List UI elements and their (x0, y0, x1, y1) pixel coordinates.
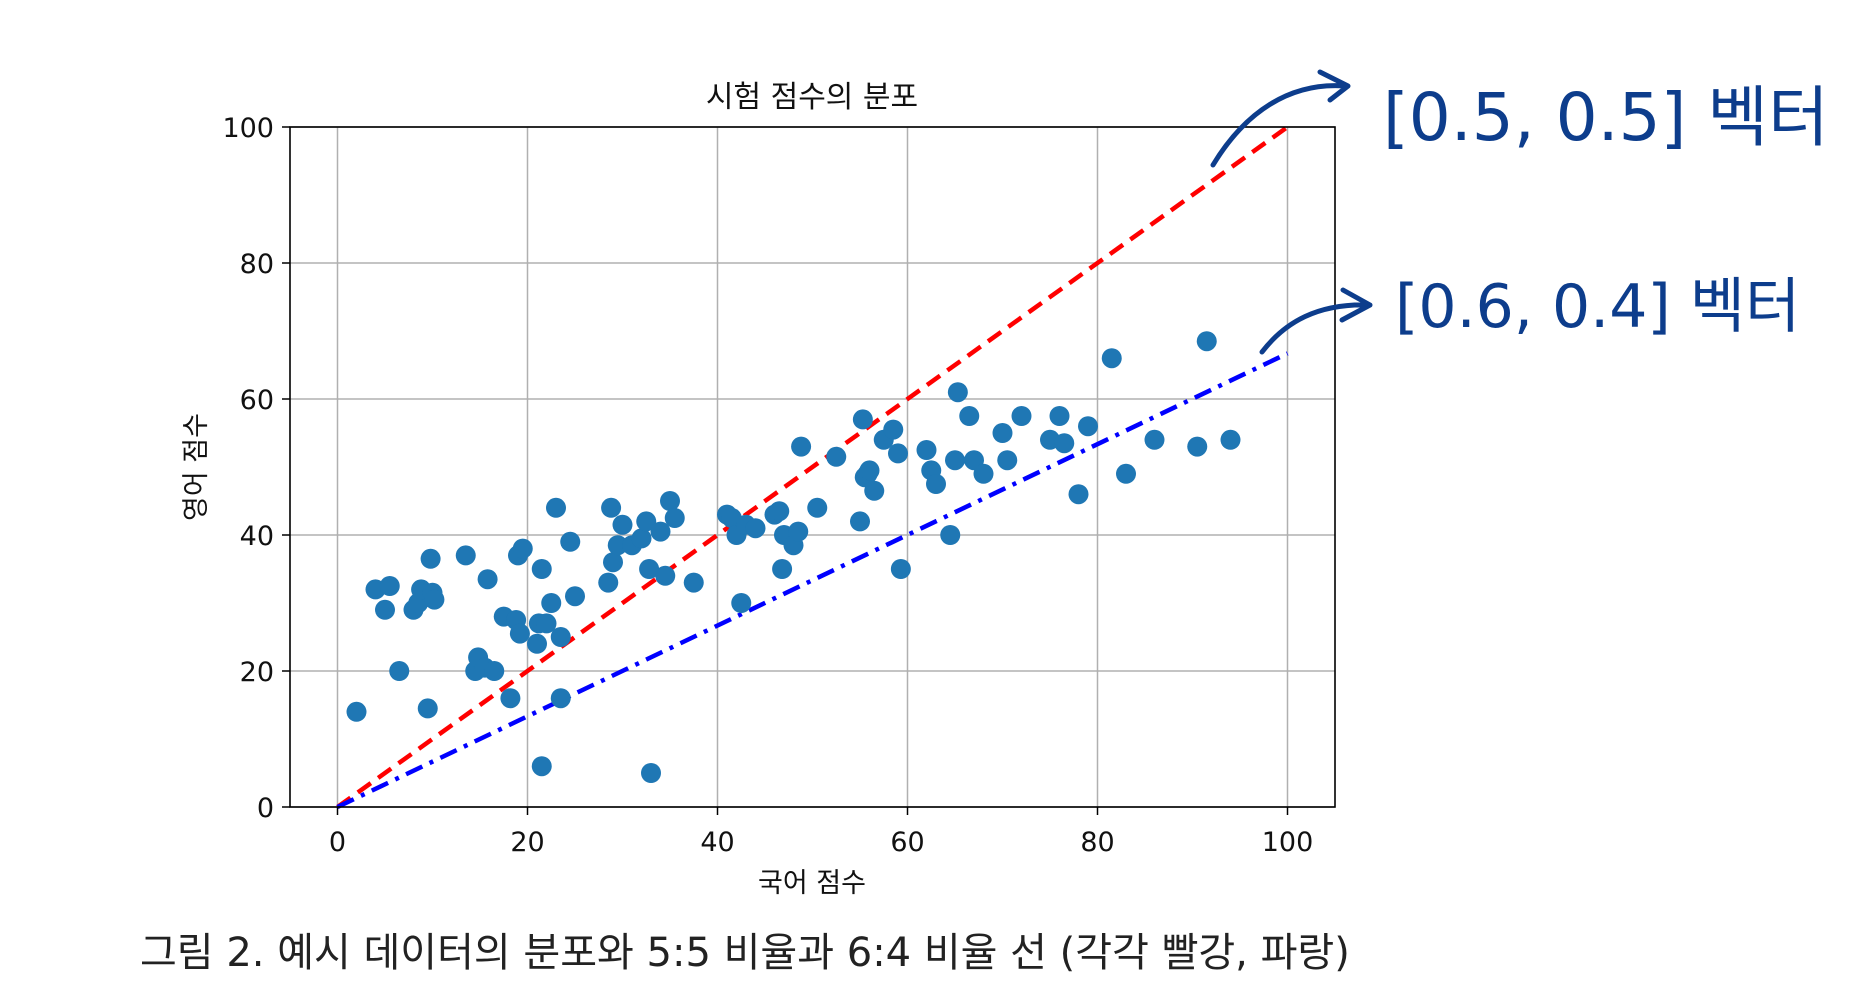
ratio-line-5-5 (336, 125, 1289, 809)
data-point (655, 565, 676, 586)
data-point (650, 521, 671, 542)
data-point (484, 661, 505, 681)
data-point (550, 688, 571, 709)
y-tick-label: 60 (240, 385, 274, 416)
data-point (612, 514, 633, 535)
data-point (890, 559, 911, 579)
data-point (531, 756, 552, 777)
data-point (683, 572, 704, 593)
data-point (916, 440, 937, 460)
annotation-upper: [0.5, 0.5] 벡터 (1383, 79, 1829, 156)
y-tick-label: 20 (240, 657, 274, 688)
data-point (389, 661, 410, 681)
data-point (641, 763, 661, 783)
data-point (731, 593, 752, 613)
data-point (1187, 436, 1208, 457)
x-axis-label: 국어 점수 (758, 868, 866, 899)
data-point (1101, 348, 1122, 369)
data-point (772, 559, 793, 579)
annotation-arrow-upper (1210, 69, 1351, 168)
data-point (807, 497, 828, 518)
data-point (477, 569, 498, 590)
data-point (560, 531, 581, 552)
data-point (997, 450, 1018, 471)
data-point (1049, 406, 1070, 426)
data-point (375, 599, 395, 620)
data-point (945, 450, 965, 471)
data-point (527, 633, 547, 654)
data-point (852, 409, 873, 430)
data-point (607, 535, 628, 556)
data-point (546, 497, 566, 518)
data-point (940, 525, 961, 545)
x-tick-label: 0 (329, 827, 346, 858)
ratio-line-6-4 (336, 351, 1289, 810)
x-tick-label: 60 (890, 827, 924, 858)
data-point (660, 491, 680, 511)
chart-title: 시험 점수의 분포 (706, 80, 918, 115)
data-point (1144, 429, 1165, 450)
data-point (1068, 484, 1089, 505)
x-tick-label: 100 (1262, 827, 1314, 858)
data-point (598, 572, 619, 593)
data-point (864, 480, 885, 501)
data-points (346, 331, 1241, 783)
data-point (455, 545, 476, 566)
data-point (379, 576, 400, 596)
annotation-arrow-lower (1259, 287, 1373, 355)
ratio-lines (336, 125, 1289, 810)
data-point (1054, 433, 1075, 454)
data-point (883, 419, 904, 440)
data-point (1011, 406, 1032, 426)
data-point (601, 497, 622, 518)
data-point (859, 460, 880, 481)
plot-frame (289, 126, 1336, 808)
data-point (550, 627, 571, 647)
x-tick-label: 40 (700, 827, 734, 858)
data-point (536, 613, 557, 634)
data-point (973, 463, 994, 484)
data-point (1220, 429, 1241, 450)
y-axis-label: 영어 점수 (181, 413, 212, 521)
figure-caption: 그림 2. 예시 데이터의 분포와 5:5 비율과 6:4 비율 선 (각각 빨… (140, 930, 1350, 976)
data-point (500, 688, 521, 709)
y-tick-label: 40 (240, 521, 274, 552)
data-point (959, 406, 980, 426)
y-tick-label: 0 (257, 793, 274, 824)
y-tick-label: 80 (240, 249, 274, 280)
x-tick-label: 80 (1080, 827, 1114, 858)
data-point (745, 518, 766, 539)
data-point (1116, 463, 1136, 484)
y-tick-label: 100 (222, 113, 274, 144)
data-point (424, 589, 445, 610)
data-point (565, 586, 585, 607)
data-point (1196, 331, 1217, 352)
data-point (791, 436, 812, 457)
data-point (636, 511, 657, 532)
data-point (850, 511, 870, 532)
data-point (531, 559, 552, 579)
data-point (512, 538, 533, 559)
data-point (826, 446, 847, 467)
data-point (639, 559, 660, 579)
data-point (509, 623, 530, 644)
data-point (947, 382, 968, 403)
data-point (769, 501, 790, 522)
x-tick-label: 20 (510, 827, 544, 858)
data-point (420, 548, 441, 569)
data-point (541, 593, 562, 613)
data-point (888, 443, 908, 464)
data-point (603, 552, 623, 573)
data-point (417, 698, 438, 719)
annotation-lower: [0.6, 0.4] 벡터 (1395, 272, 1800, 342)
data-point (788, 521, 809, 542)
data-point (631, 528, 652, 549)
data-point (992, 423, 1013, 443)
data-point (664, 508, 685, 528)
data-point (346, 701, 367, 722)
data-point (1078, 416, 1098, 437)
data-point (926, 474, 946, 494)
axis-ticks: 0 20 40 60 80 100 0 20 40 60 80 100 (222, 113, 1313, 858)
